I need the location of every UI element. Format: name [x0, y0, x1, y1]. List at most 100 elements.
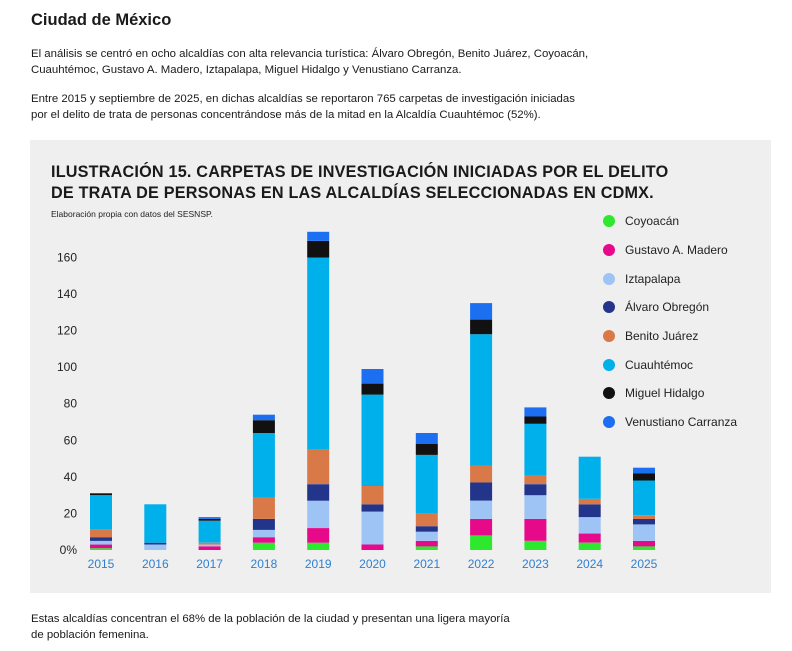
legend-swatch	[603, 272, 615, 285]
bar-segment	[90, 544, 112, 549]
chart-title-line2: DE TRATA DE PERSONAS EN LAS ALCALDÍAS SE…	[51, 184, 654, 202]
bar-segment	[470, 482, 493, 501]
bar-segment	[415, 526, 438, 532]
bar-segment	[361, 511, 384, 545]
chart-title-line1: ILUSTRACIÓN 15. CARPETAS DE INVESTIGACIÓ…	[51, 163, 669, 181]
bar-segment	[524, 484, 547, 496]
bar-segment	[578, 456, 601, 499]
bar-segment	[307, 484, 330, 501]
legend-item: Venustiano Carranza	[603, 408, 737, 437]
legend-label: Cuauhtémoc	[625, 357, 694, 372]
chart-title: ILUSTRACIÓN 15. CARPETAS DE INVESTIGACIÓ…	[51, 162, 751, 204]
bar-segment	[90, 493, 112, 496]
bar-segment	[198, 520, 221, 543]
bar-segment	[252, 420, 275, 433]
bar-segment	[633, 518, 655, 525]
x-tick-label: 2025	[631, 557, 658, 571]
bar-segment	[361, 504, 384, 512]
bar-segment	[470, 319, 493, 335]
intro-p2-line1: Entre 2015 y septiembre de 2025, en dich…	[31, 93, 575, 105]
bar-segment	[361, 383, 384, 395]
legend-item: Álvaro Obregón	[603, 293, 737, 322]
legend-item: Benito Juárez	[603, 322, 737, 351]
intro-p1-line1: El análisis se centró en ocho alcaldías …	[31, 48, 589, 60]
bar-segment	[524, 407, 547, 417]
y-tick-label: 100	[57, 360, 77, 374]
bar-segment	[470, 303, 493, 320]
legend-item: Iztapalapa	[603, 264, 737, 293]
x-tick-label: 2019	[305, 557, 332, 571]
bar-segment	[578, 504, 601, 518]
bar-segment	[633, 473, 655, 481]
y-tick-label: 120	[57, 324, 77, 338]
bar-segment	[307, 231, 330, 241]
bar-segment	[633, 467, 655, 474]
bar-segment	[144, 544, 167, 550]
intro-p2-line2: por el delito de trata de personas conce…	[31, 109, 541, 121]
bar-segment	[252, 529, 275, 538]
chart-legend: Coyoacán Gustavo A. Madero Iztapalapa Álvar…	[603, 207, 737, 437]
legend-swatch	[603, 387, 615, 400]
x-tick-label: 2023	[522, 557, 549, 571]
legend-label: Miguel Hidalgo	[625, 386, 705, 401]
bar-segment	[252, 542, 275, 550]
bar-segment	[524, 540, 547, 550]
x-tick-label: 2022	[468, 557, 495, 571]
bar-segment	[415, 546, 438, 550]
bar-segment	[90, 540, 112, 545]
bar-segment	[415, 443, 438, 455]
bar-segment	[633, 524, 655, 541]
legend-swatch	[603, 301, 615, 314]
y-tick-label: 160	[57, 250, 77, 264]
x-tick-label: 2024	[576, 557, 603, 571]
legend-item: Miguel Hidalgo	[603, 379, 737, 408]
bar-segment	[524, 495, 547, 519]
footer-line1: Estas alcaldías concentran el 68% de la …	[31, 613, 510, 625]
bar-segment	[252, 433, 275, 497]
x-tick-label: 2018	[251, 557, 278, 571]
legend-item: Gustavo A. Madero	[603, 236, 737, 265]
bar-segment	[578, 498, 601, 505]
bar-segment	[633, 540, 655, 547]
bar-segment	[470, 334, 493, 466]
bar-segment	[90, 548, 112, 550]
bar-segment	[307, 500, 330, 528]
footer-line2: de población femenina.	[31, 629, 149, 641]
legend-swatch	[603, 358, 615, 371]
bar-segment	[415, 540, 438, 547]
bar-segment	[361, 369, 384, 384]
bar-segment	[198, 544, 221, 547]
bar-segment	[144, 542, 167, 545]
bar-segment	[252, 497, 275, 519]
stacked-bar-chart: 0% 20 40 60 80 100 120 140 160 2015 2016 2017 2018 20…	[57, 231, 658, 571]
bar-segment	[524, 518, 547, 541]
bar-segment	[470, 535, 493, 550]
bar-segment	[252, 414, 275, 421]
chart-panel: ILUSTRACIÓN 15. CARPETAS DE INVESTIGACIÓ…	[30, 140, 771, 593]
bar-segment	[198, 517, 221, 519]
legend-swatch	[603, 244, 615, 257]
bar-segment	[144, 504, 167, 543]
bar-segment	[361, 544, 384, 550]
y-tick-label: 80	[64, 397, 78, 411]
bar-segment	[252, 518, 275, 530]
bar-segment	[524, 423, 547, 475]
bar-segment	[307, 542, 330, 550]
bar-segment	[633, 480, 655, 516]
y-tick-label: 140	[57, 287, 77, 301]
x-tick-label: 2015	[88, 557, 115, 571]
bar-segment	[470, 500, 493, 519]
y-tick-label: 0%	[60, 543, 78, 557]
legend-label: Venustiano Carranza	[625, 415, 738, 430]
legend-label: Álvaro Obregón	[625, 300, 710, 315]
legend-swatch	[603, 416, 615, 429]
bar-segment	[415, 531, 438, 541]
intro-p1-line2: Cuauhtémoc, Gustavo A. Madero, Iztapalap…	[31, 64, 462, 76]
legend-swatch	[603, 330, 615, 343]
bar-segment	[524, 416, 547, 424]
x-tick-label: 2017	[196, 557, 223, 571]
y-tick-label: 20	[64, 506, 78, 520]
bar-segment	[578, 517, 601, 534]
legend-label: Iztapalapa	[625, 271, 681, 286]
bar-segment	[415, 513, 438, 527]
